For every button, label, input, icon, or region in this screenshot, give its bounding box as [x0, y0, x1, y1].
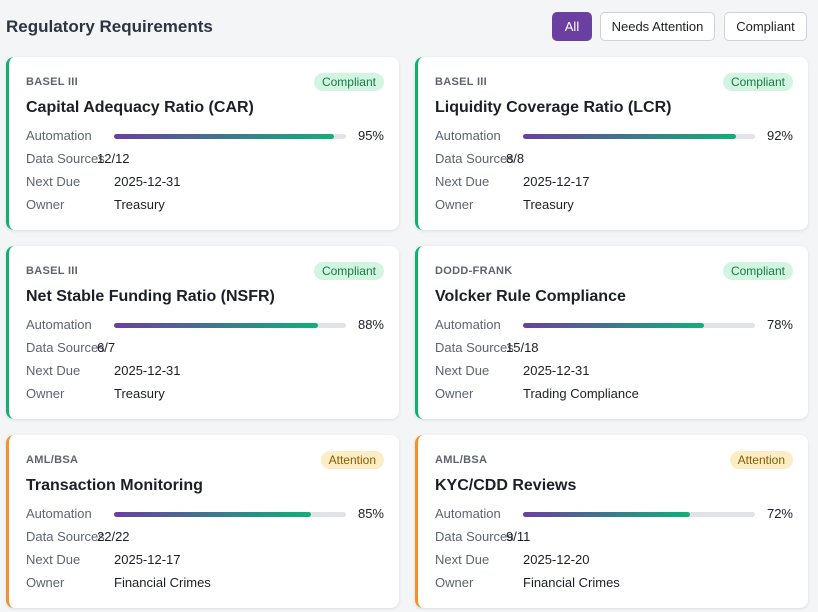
filter-button[interactable]: Compliant	[724, 12, 807, 41]
card-title: Capital Adequacy Ratio (CAR)	[26, 99, 254, 116]
filter-button[interactable]: Needs Attention	[600, 12, 715, 41]
category: BASEL III	[26, 265, 79, 277]
progress-fill	[523, 512, 691, 517]
field-label: Owner	[26, 386, 65, 401]
field-label: Data Sources	[435, 529, 514, 544]
requirement-card[interactable]: AML/BSA Attention Transaction Monitoring Au…	[6, 435, 399, 608]
data-sources: 8/8	[506, 151, 525, 166]
card-title: Transaction Monitoring	[26, 477, 203, 494]
progress-track	[523, 323, 755, 328]
card-title: Volcker Rule Compliance	[435, 288, 626, 305]
field-label: Next Due	[26, 552, 81, 567]
data-sources: 9/11	[506, 529, 531, 544]
automation-percent: 85%	[357, 506, 384, 521]
data-sources: 15/18	[506, 340, 539, 355]
field-label: Automation	[26, 506, 92, 521]
field-label: Owner	[435, 575, 474, 590]
card-title: KYC/CDD Reviews	[435, 477, 577, 494]
progress-track	[114, 134, 346, 139]
owner: Financial Crimes	[523, 575, 620, 590]
data-sources: 12/12	[97, 151, 130, 166]
automation-percent: 95%	[357, 128, 384, 143]
field-label: Owner	[26, 197, 65, 212]
filter-button[interactable]: All	[552, 12, 592, 41]
card-title: Net Stable Funding Ratio (NSFR)	[26, 288, 275, 305]
next-due: 2025-12-31	[114, 174, 181, 189]
field-label: Data Sources	[435, 151, 514, 166]
field-label: Automation	[26, 128, 92, 143]
owner: Treasury	[114, 197, 165, 212]
requirement-card[interactable]: AML/BSA Attention KYC/CDD Reviews Automatio…	[415, 435, 808, 608]
progress-track	[523, 134, 755, 139]
field-label: Next Due	[435, 174, 490, 189]
status-badge: Compliant	[722, 262, 793, 280]
field-label: Data Sources	[26, 529, 105, 544]
field-label: Automation	[435, 506, 501, 521]
category: AML/BSA	[26, 454, 79, 466]
data-sources: 22/22	[97, 529, 130, 544]
field-label: Owner	[435, 197, 474, 212]
automation-percent: 78%	[766, 317, 793, 332]
automation-percent: 88%	[357, 317, 384, 332]
status-badge: Compliant	[722, 73, 793, 91]
status-badge: Compliant	[313, 73, 384, 91]
automation-percent: 92%	[766, 128, 793, 143]
owner: Treasury	[523, 197, 574, 212]
progress-fill	[523, 134, 737, 139]
category: BASEL III	[435, 76, 488, 88]
field-label: Owner	[26, 575, 65, 590]
progress-fill	[114, 323, 319, 328]
field-label: Automation	[26, 317, 92, 332]
field-label: Automation	[435, 317, 501, 332]
owner: Financial Crimes	[114, 575, 211, 590]
data-sources: 6/7	[97, 340, 116, 355]
progress-fill	[114, 512, 312, 517]
progress-fill	[114, 134, 335, 139]
requirement-card[interactable]: DODD-FRANK Compliant Volcker Rule Complian…	[415, 246, 808, 419]
field-label: Owner	[435, 386, 474, 401]
progress-track	[523, 512, 755, 517]
card-title: Liquidity Coverage Ratio (LCR)	[435, 99, 672, 116]
field-label: Next Due	[435, 363, 490, 378]
category: AML/BSA	[435, 454, 488, 466]
field-label: Next Due	[435, 552, 490, 567]
field-label: Next Due	[26, 363, 81, 378]
requirement-card[interactable]: BASEL III Compliant Capital Adequacy Ratio…	[6, 57, 399, 230]
progress-fill	[523, 323, 704, 328]
status-badge: Attention	[729, 451, 793, 469]
field-label: Data Sources	[26, 151, 105, 166]
progress-track	[114, 512, 346, 517]
next-due: 2025-12-17	[523, 174, 590, 189]
requirement-card[interactable]: BASEL III Compliant Liquidity Coverage Rat…	[415, 57, 808, 230]
status-badge: Attention	[320, 451, 384, 469]
page-title: Regulatory Requirements	[6, 17, 213, 36]
next-due: 2025-12-31	[114, 363, 181, 378]
next-due: 2025-12-20	[523, 552, 590, 567]
automation-percent: 72%	[766, 506, 793, 521]
next-due: 2025-12-31	[523, 363, 590, 378]
owner: Treasury	[114, 386, 165, 401]
status-badge: Compliant	[313, 262, 384, 280]
field-label: Data Sources	[26, 340, 105, 355]
category: BASEL III	[26, 76, 79, 88]
next-due: 2025-12-17	[114, 552, 181, 567]
requirement-card[interactable]: BASEL III Compliant Net Stable Funding Rat…	[6, 246, 399, 419]
field-label: Next Due	[26, 174, 81, 189]
field-label: Automation	[435, 128, 501, 143]
field-label: Data Sources	[435, 340, 514, 355]
progress-track	[114, 323, 346, 328]
owner: Trading Compliance	[523, 386, 639, 401]
category: DODD-FRANK	[435, 265, 513, 277]
